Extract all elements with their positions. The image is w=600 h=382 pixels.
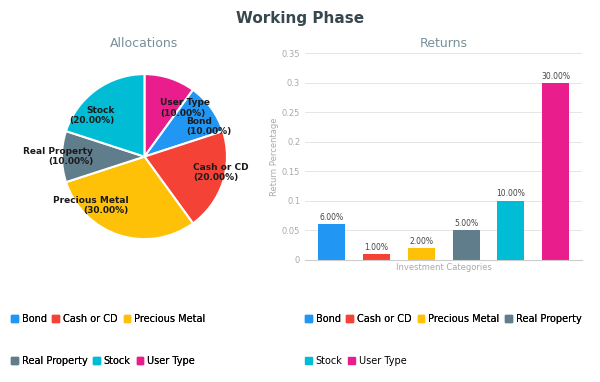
Text: 5.00%: 5.00%	[454, 219, 478, 228]
X-axis label: Investment Categories: Investment Categories	[395, 262, 491, 272]
Wedge shape	[66, 157, 193, 239]
Wedge shape	[145, 131, 227, 223]
Bar	[362, 254, 389, 260]
Text: Bond
(10.00%): Bond (10.00%)	[186, 117, 231, 136]
Legend: Stock, User Type: Stock, User Type	[305, 356, 407, 366]
Text: 1.00%: 1.00%	[364, 243, 388, 251]
Text: Cash or CD
(20.00%): Cash or CD (20.00%)	[193, 163, 249, 182]
Text: Precious Metal
(30.00%): Precious Metal (30.00%)	[53, 196, 128, 215]
Text: Real Property
(10.00%): Real Property (10.00%)	[23, 147, 94, 166]
Legend: Real Property, Stock, User Type: Real Property, Stock, User Type	[11, 356, 195, 366]
Text: 6.00%: 6.00%	[319, 213, 343, 222]
Text: User Type
(10.00%): User Type (10.00%)	[160, 98, 210, 118]
Text: Stock
(20.00%): Stock (20.00%)	[69, 105, 115, 125]
Wedge shape	[145, 74, 193, 157]
Text: 10.00%: 10.00%	[497, 189, 526, 199]
Text: Working Phase: Working Phase	[236, 11, 364, 26]
Text: 30.00%: 30.00%	[541, 71, 571, 81]
Title: Returns: Returns	[419, 37, 467, 50]
Wedge shape	[62, 131, 145, 182]
Bar	[542, 83, 569, 260]
Legend: Bond, Cash or CD, Precious Metal, Real Property: Bond, Cash or CD, Precious Metal, Real P…	[305, 314, 582, 324]
Wedge shape	[66, 74, 145, 157]
Text: 2.00%: 2.00%	[409, 236, 433, 246]
Bar	[407, 248, 434, 260]
Bar	[317, 224, 344, 260]
Y-axis label: Return Percentage: Return Percentage	[270, 117, 279, 196]
Wedge shape	[145, 90, 223, 157]
Legend: Bond, Cash or CD, Precious Metal: Bond, Cash or CD, Precious Metal	[11, 314, 205, 324]
Title: Allocations: Allocations	[110, 37, 179, 50]
Bar	[497, 201, 524, 260]
Bar	[452, 230, 479, 260]
